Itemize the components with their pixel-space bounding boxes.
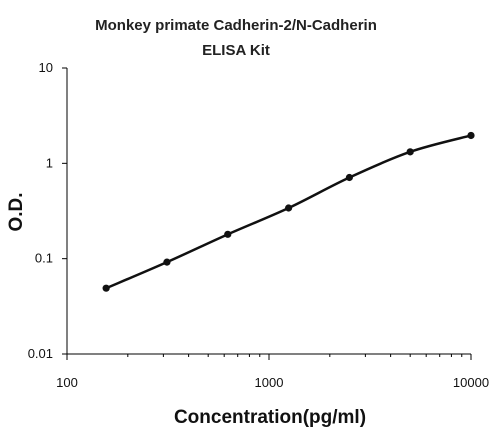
y-axis-label: O.D.: [6, 192, 27, 231]
plot-area: [102, 131, 475, 292]
y-tick-label: 1: [46, 155, 53, 170]
data-point: [102, 284, 110, 292]
chart-title-line-2: ELISA Kit: [202, 42, 270, 59]
y-tick-label: 0.01: [28, 346, 53, 361]
data-point: [163, 258, 171, 266]
y-tick-label: 0.1: [35, 251, 53, 266]
data-point: [467, 131, 475, 140]
x-tick-label: 10000: [453, 375, 489, 390]
data-point: [406, 148, 414, 156]
chart-title-line-1: Monkey primate Cadherin-2/N-Cadherin: [95, 17, 377, 34]
y-tick-label: 10: [39, 60, 53, 75]
data-point: [284, 204, 293, 212]
x-tick-label: 100: [56, 375, 78, 390]
data-point: [224, 230, 232, 238]
x-tick-label: 1000: [255, 375, 284, 390]
series-line: [105, 134, 472, 290]
tick-labels: 0.01 0.1 1 10 100 1000 10000: [28, 60, 489, 390]
x-axis-label: Concentration(pg/ml): [174, 407, 366, 428]
data-point: [345, 173, 353, 182]
axes: [62, 67, 472, 360]
